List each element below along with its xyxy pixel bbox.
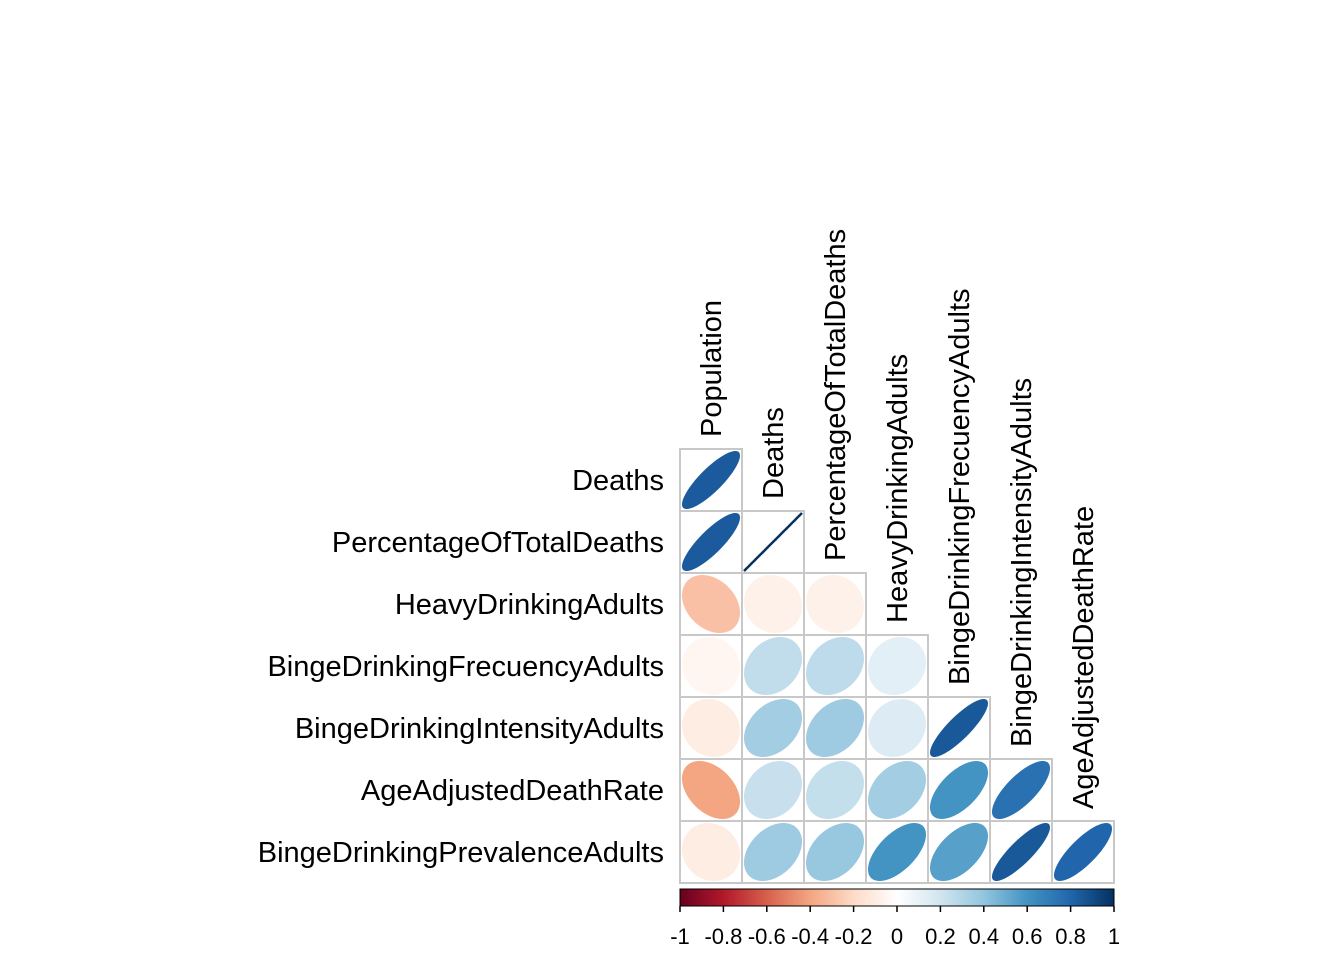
row-labels: Deaths PercentageOfTotalDeaths HeavyDrinki… <box>258 465 664 869</box>
row-label: PercentageOfTotalDeaths <box>332 527 664 559</box>
correlation-ellipse <box>806 699 864 757</box>
color-legend-tick-label: -0.8 <box>704 924 742 949</box>
color-legend-tick-label: 1 <box>1108 924 1120 949</box>
row-label: HeavyDrinkingAdults <box>395 589 664 621</box>
correlation-ellipse <box>682 823 740 881</box>
column-label: Population <box>696 300 728 437</box>
color-legend-tick-label: 0 <box>891 924 903 949</box>
row-label: BingeDrinkingFrecuencyAdults <box>267 651 664 683</box>
color-legend-tick-label: 0.8 <box>1055 924 1086 949</box>
correlation-ellipse <box>806 575 864 633</box>
correlation-ellipse <box>992 823 1050 881</box>
correlation-ellipse <box>682 761 740 819</box>
correlation-ellipse <box>868 761 926 819</box>
row-label: BingeDrinkingPrevalenceAdults <box>258 837 664 869</box>
color-legend-tick-label: 0.6 <box>1012 924 1043 949</box>
correlation-ellipse <box>682 451 740 509</box>
correlation-ellipse <box>744 761 802 819</box>
color-legend-tick-label: -1 <box>670 924 690 949</box>
correlation-ellipse <box>682 637 740 695</box>
correlation-ellipse <box>744 575 802 633</box>
color-legend-tick-label: -0.4 <box>791 924 829 949</box>
correlation-ellipse <box>868 699 926 757</box>
column-label: AgeAdjustedDeathRate <box>1068 506 1100 809</box>
row-label: Deaths <box>572 465 664 497</box>
correlation-ellipse <box>930 699 988 757</box>
correlation-ellipse <box>930 761 988 819</box>
correlation-ellipse <box>868 637 926 695</box>
color-legend: -1 -0.8 -0.6 -0.4 -0.2 0 0.2 0.4 0.6 0.8 1 <box>670 888 1120 949</box>
correlation-ellipse <box>743 512 803 572</box>
color-legend-tick-label: -0.2 <box>835 924 873 949</box>
column-label: PercentageOfTotalDeaths <box>820 229 852 561</box>
color-legend-bar <box>679 888 1115 907</box>
column-label: BingeDrinkingFrecuencyAdults <box>944 288 976 685</box>
correlation-ellipse <box>868 823 926 881</box>
correlation-ellipse <box>744 823 802 881</box>
row-label: BingeDrinkingIntensityAdults <box>295 713 664 745</box>
correlation-ellipse <box>992 761 1050 819</box>
correlation-ellipse <box>806 637 864 695</box>
correlation-ellipse <box>930 823 988 881</box>
correlation-ellipse <box>682 699 740 757</box>
column-label: HeavyDrinkingAdults <box>882 354 914 623</box>
correlation-ellipse <box>744 637 802 695</box>
color-legend-tick-label: 0.2 <box>925 924 956 949</box>
correlation-ellipse <box>744 699 802 757</box>
correlation-cells <box>679 448 1115 884</box>
correlation-ellipse <box>1054 823 1112 881</box>
correlation-ellipse <box>806 823 864 881</box>
column-labels: Population Deaths PercentageOfTotalDeaths H… <box>696 229 1100 809</box>
column-label: BingeDrinkingIntensityAdults <box>1006 378 1038 747</box>
correlation-ellipse <box>682 513 740 571</box>
color-legend-ticks: -1 -0.8 -0.6 -0.4 -0.2 0 0.2 0.4 0.6 0.8 1 <box>670 906 1120 949</box>
color-legend-tick-label: -0.6 <box>748 924 786 949</box>
correlation-ellipse <box>806 761 864 819</box>
column-label: Deaths <box>758 407 790 499</box>
color-legend-tick-label: 0.4 <box>969 924 1000 949</box>
correlation-ellipse <box>682 575 740 633</box>
row-label: AgeAdjustedDeathRate <box>361 775 664 807</box>
